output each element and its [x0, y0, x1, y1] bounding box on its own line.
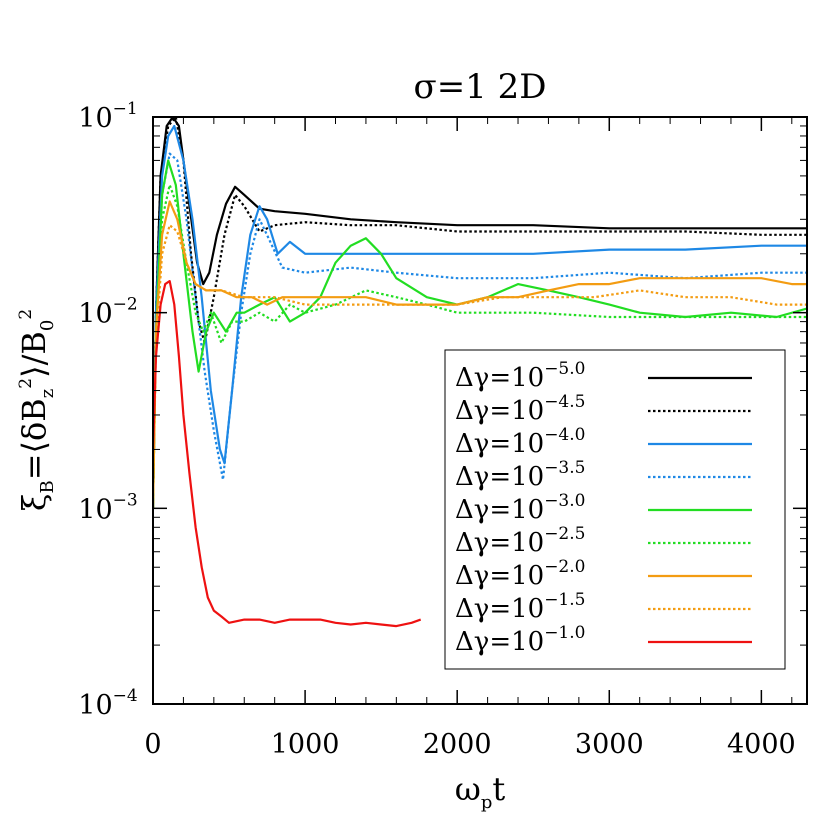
x-axis-label: ωpt [455, 770, 506, 813]
series-line-2 [153, 117, 807, 509]
y-axis: 10−1 10−2 10−3 10−4 [78, 99, 807, 721]
legend-label-5: Δγ=10−3.0 [455, 491, 585, 525]
x-tick-label: 1000 [271, 729, 340, 760]
series-layer [153, 117, 807, 628]
plot-frame [152, 116, 808, 705]
series-line-8 [153, 224, 807, 509]
legend-label-1: Δγ=10−5.0 [455, 359, 585, 393]
legend-label-3: Δγ=10−4.0 [455, 425, 585, 459]
series-line-4 [153, 152, 807, 509]
y-tick-label: 10−1 [78, 99, 137, 134]
x-axis: 0 1000 2000 3000 4000 [144, 117, 796, 760]
chart-title: σ=1 2D [413, 67, 546, 107]
legend-label-7: Δγ=10−2.0 [455, 557, 585, 591]
legend-label-2: Δγ=10−4.5 [455, 392, 585, 426]
series-line-1 [153, 117, 807, 509]
y-axis-label: ξB=⟨δBz2⟩/B02 [15, 309, 58, 511]
legend: Δγ=10−5.0Δγ=10−4.5Δγ=10−4.0Δγ=10−3.5Δγ=1… [444, 349, 786, 670]
legend-label-9: Δγ=10−1.0 [455, 623, 585, 657]
y-tick-label: 10−3 [78, 490, 137, 525]
series-line-6 [153, 183, 807, 509]
legend-label-4: Δγ=10−3.5 [455, 458, 585, 492]
x-tick-label: 2000 [423, 729, 492, 760]
series-line-9 [153, 280, 422, 628]
series-line-3 [153, 124, 807, 509]
x-tick-label: 0 [144, 729, 161, 760]
x-tick-label: 3000 [575, 729, 644, 760]
legend-label-6: Δγ=10−2.5 [455, 524, 585, 558]
x-tick-label: 4000 [727, 729, 796, 760]
y-tick-label: 10−4 [78, 686, 137, 721]
y-tick-label: 10−2 [78, 295, 137, 330]
legend-label-8: Δγ=10−1.5 [455, 590, 585, 624]
